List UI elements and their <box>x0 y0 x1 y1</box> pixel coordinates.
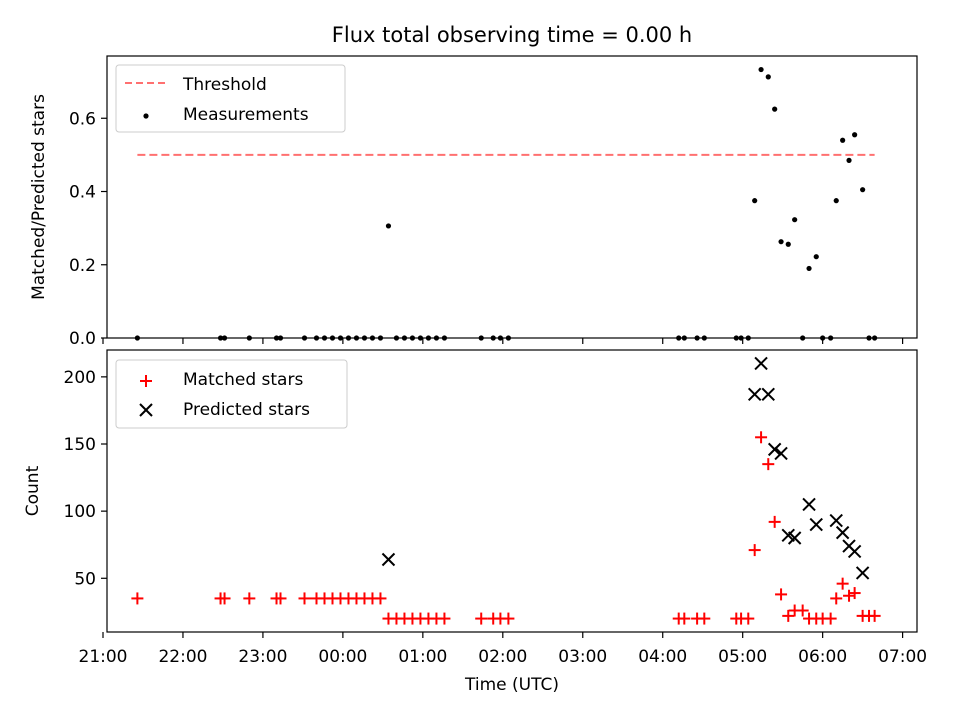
matched-stars-point <box>374 592 387 605</box>
predicted-stars-point <box>761 387 775 402</box>
top-legend-box <box>115 64 346 133</box>
measurement-point <box>852 132 858 138</box>
predicted-stars-point <box>774 446 788 461</box>
measurement-point <box>813 254 819 260</box>
bottom-y-tick-label: 100 <box>64 502 96 522</box>
top-legend: Threshold Measurements <box>115 64 346 133</box>
x-tick-label: 03:00 <box>558 647 607 667</box>
matched-stars-point <box>848 587 861 600</box>
measurement-point <box>385 223 392 229</box>
measurement-point <box>752 198 758 204</box>
measurement-point <box>772 106 778 112</box>
top-y-tick-label: 0.2 <box>69 256 96 276</box>
matched-stars-point <box>742 612 755 625</box>
top-y-tick-label: 0.6 <box>69 109 96 129</box>
matched-stars-point <box>824 612 837 625</box>
bottom-y-axis-label: Count <box>23 465 43 516</box>
predicted-stars-point <box>787 531 802 545</box>
bottom-legend: Matched stars Predicted stars <box>115 359 348 429</box>
x-tick-label: 07:00 <box>878 647 927 667</box>
bottom-y-tick-label: 150 <box>64 435 96 455</box>
x-tick-label: 22:00 <box>158 647 207 667</box>
chart-title: Flux total observing time = 0.00 h <box>332 23 692 47</box>
top-y-axis-label: Matched/Predicted stars <box>29 94 49 300</box>
legend-predicted-label: Predicted stars <box>183 400 310 420</box>
predicted-stars-point <box>809 517 823 532</box>
x-tick-label: 05:00 <box>718 647 767 667</box>
matched-stars-point <box>243 592 256 605</box>
measurement-point <box>846 157 852 163</box>
matched-stars-point <box>698 612 711 625</box>
top-y-tick-label: 0.0 <box>69 329 96 349</box>
top-y-tick-label: 0.4 <box>69 183 96 203</box>
matched-stars-point <box>782 609 795 622</box>
predicted-stars-point <box>835 525 850 540</box>
legend-threshold-label: Threshold <box>182 75 267 95</box>
top-plot: 0.0 0.2 0.4 0.6 Matched/Predicted stars Thr… <box>29 55 918 349</box>
measurement-point <box>765 74 771 80</box>
bottom-plot-frame <box>106 349 918 633</box>
predicted-stars-point <box>829 513 843 528</box>
legend-predicted-swatch <box>139 403 153 417</box>
x-tick-label: 04:00 <box>638 647 687 667</box>
x-tick-label: 00:00 <box>318 647 367 667</box>
top-x-ticks <box>102 338 904 344</box>
x-tick-label: 23:00 <box>238 647 287 667</box>
top-y-ticks: 0.0 0.2 0.4 0.6 <box>69 109 107 349</box>
matched-stars-point <box>748 544 761 557</box>
measurement-point <box>785 241 791 247</box>
bottom-y-ticks: 50 100 150 200 <box>64 368 107 589</box>
measurement-point <box>806 265 812 272</box>
matched-stars-point <box>502 612 515 625</box>
matched-stars-point <box>274 592 287 605</box>
predicted-stars-point <box>847 544 862 559</box>
predicted-stars-point <box>381 552 396 567</box>
matched-stars-point <box>678 612 691 625</box>
measurement-point <box>792 217 798 223</box>
matched-stars-point <box>762 458 775 471</box>
x-tick-label: 21:00 <box>79 647 128 667</box>
bottom-legend-box <box>115 359 348 429</box>
predicted-stars-point <box>855 566 870 580</box>
matched-stars-point <box>868 609 881 622</box>
x-tick-label: 02:00 <box>478 647 527 667</box>
matched-stars-point <box>298 592 311 605</box>
bottom-y-tick-label: 50 <box>74 569 96 589</box>
legend-matched-label: Matched stars <box>183 370 303 390</box>
legend-matched-swatch <box>140 375 152 387</box>
x-axis-label: Time (UTC) <box>464 675 559 695</box>
matched-stars-point <box>218 592 231 605</box>
legend-measurements-label: Measurements <box>183 105 309 125</box>
matched-stars-point <box>836 577 849 590</box>
matched-stars-point <box>768 515 781 528</box>
top-plot-frame <box>106 55 918 339</box>
measurement-point <box>758 66 764 73</box>
measurement-point <box>833 198 839 204</box>
measurement-point <box>778 239 784 245</box>
matched-stars-point <box>475 612 488 625</box>
x-tick-label: 01:00 <box>398 647 447 667</box>
bottom-x-ticks: 21:00 22:00 23:00 00:00 01:00 02:00 03:00 04:00… <box>79 632 927 667</box>
predicted-stars-point <box>754 356 768 371</box>
matched-stars-point <box>843 589 856 602</box>
matched-stars-point <box>755 431 768 444</box>
matched-stars-point <box>438 612 451 625</box>
measurement-point <box>860 187 866 193</box>
bottom-marks <box>131 356 881 625</box>
predicted-stars-point <box>767 442 782 457</box>
measurement-point <box>840 137 846 143</box>
matched-stars-point <box>796 604 809 617</box>
matched-stars-point <box>775 588 788 601</box>
bottom-y-tick-label: 200 <box>64 368 96 388</box>
x-tick-label: 06:00 <box>798 647 847 667</box>
predicted-stars-point <box>747 387 762 402</box>
matched-stars-point <box>830 592 843 605</box>
matched-stars-point <box>131 592 144 605</box>
legend-measurements-swatch <box>143 113 149 119</box>
bottom-plot: 50 100 150 200 21:00 22:00 23:00 00:00 01:00 02:… <box>23 349 927 695</box>
predicted-stars-point <box>802 497 816 512</box>
